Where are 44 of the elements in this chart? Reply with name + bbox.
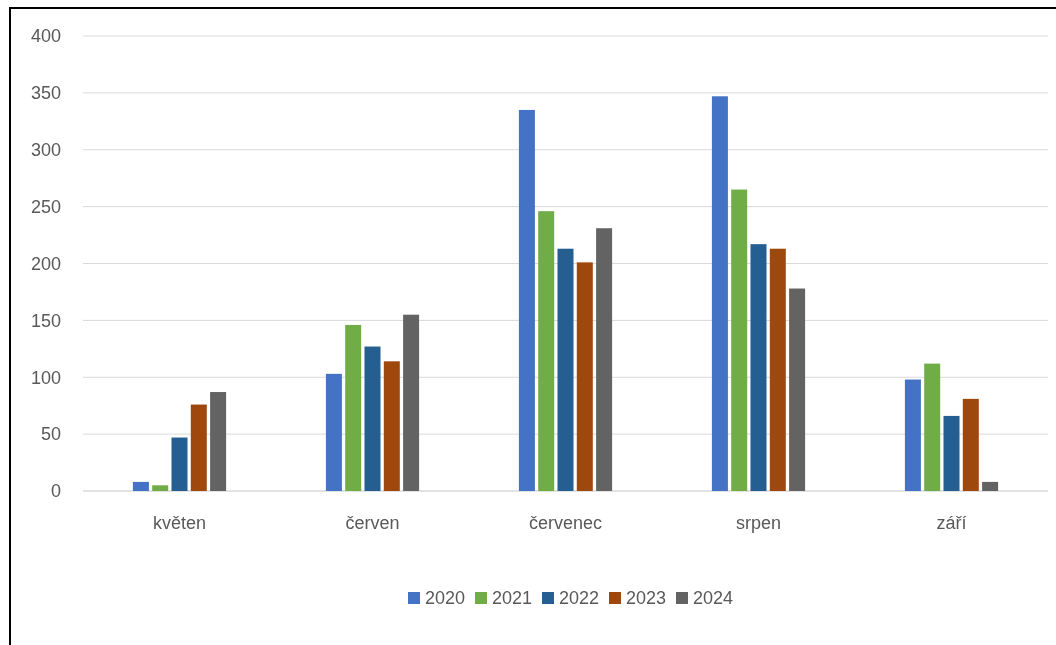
bar [731,189,748,491]
x-tick-label: září [936,513,967,533]
x-tick-label: červenec [528,513,603,533]
bar [769,248,786,491]
legend-label: 2021 [492,588,533,609]
bar [711,96,728,491]
bar [364,346,381,491]
legend-label: 2023 [626,588,667,609]
legend-label: 2024 [693,588,734,609]
bar [538,211,555,491]
y-tick-label: 400 [30,26,61,47]
bar [557,248,574,491]
bar [962,398,979,491]
bar [750,244,767,491]
y-tick-label: 350 [30,83,61,104]
bar [132,481,149,491]
bar [943,415,960,491]
bar [190,404,207,491]
x-tick-label: srpen [735,513,782,533]
bar [924,363,941,491]
bar [576,262,593,491]
x-tick-label: květen [152,513,207,533]
bar [171,437,188,491]
bar [152,485,169,491]
y-tick-label: 250 [30,196,61,217]
y-tick-label: 100 [30,367,61,388]
y-tick-label: 50 [40,424,61,445]
x-tick-label: červen [345,513,400,533]
bar [383,361,400,491]
bar [789,288,806,491]
bar [596,228,613,491]
bar [210,392,227,491]
bar [982,481,999,491]
bar [403,314,420,491]
bar [345,324,362,491]
y-tick-label: 300 [30,140,61,161]
y-tick-label: 0 [50,481,61,502]
y-tick-label: 150 [30,310,61,331]
bar [904,379,921,491]
y-tick-label: 200 [30,253,61,274]
legend-label: 2022 [559,588,600,609]
bar [325,373,342,491]
legend-label: 2020 [425,588,466,609]
bar [518,109,535,491]
